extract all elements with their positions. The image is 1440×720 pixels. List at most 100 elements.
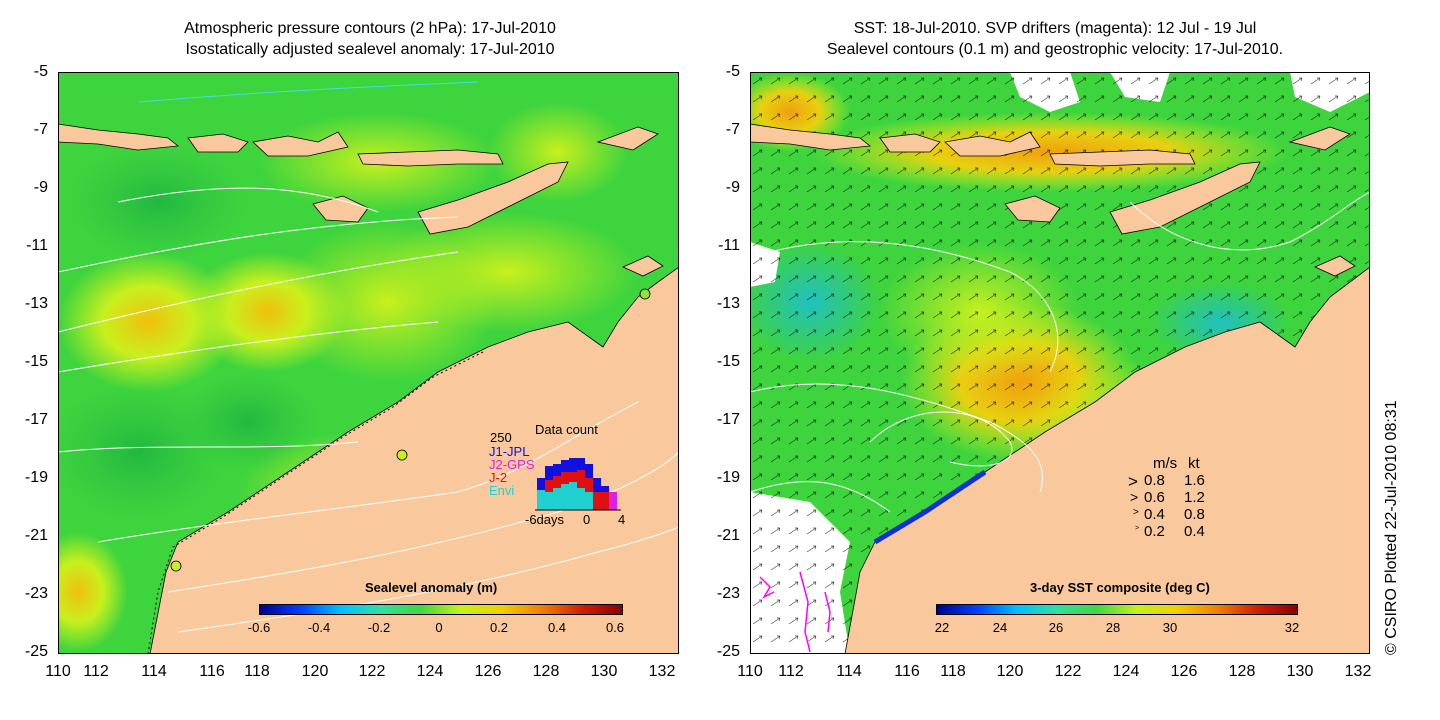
australia-landmass	[149, 266, 679, 654]
inset-x-label: -6days	[525, 512, 565, 527]
y-tick-label: -11	[26, 237, 48, 254]
velocity-kt-value: 0.4	[1184, 523, 1205, 540]
velocity-legend: m/s kt > 0.8 1.6 > 0.6 1.2 > 0.4 0.8 > 0…	[1128, 455, 1238, 545]
x-tick-label: 112	[83, 663, 109, 680]
inset-bar	[593, 492, 601, 510]
colorbar-title: 3-day SST composite (deg C)	[1030, 580, 1210, 595]
java-island	[750, 123, 872, 151]
pressure-contour	[58, 251, 459, 333]
wetar-island	[1288, 126, 1351, 151]
bali-lombok-island	[879, 133, 941, 153]
colorbar-tick: 22	[934, 620, 950, 635]
tanimbar-island	[1314, 255, 1356, 277]
colorbar-tick: 0	[435, 620, 443, 635]
x-tick-label: 130	[1286, 663, 1314, 680]
y-tick-label: -5	[33, 63, 48, 80]
x-tick-label: 128	[532, 663, 560, 680]
flores-island	[1049, 149, 1196, 167]
tanimbar-island	[622, 255, 664, 277]
anomaly-patch	[58, 532, 128, 652]
pressure-contour	[137, 81, 479, 103]
velocity-kt-value: 1.2	[1184, 489, 1205, 506]
x-tick-label: 128	[1228, 663, 1256, 680]
colorbar-tick: 30	[1162, 620, 1178, 635]
pressure-contour	[58, 441, 359, 453]
x-tick-label: 120	[301, 663, 329, 680]
y-tick-label: -23	[24, 585, 48, 602]
inset-bar	[561, 484, 569, 510]
inset-bar	[553, 488, 561, 510]
inset-bar	[545, 492, 553, 510]
inset-bar	[585, 492, 593, 510]
x-tick-label: 110	[737, 663, 763, 680]
x-tick-label: 126	[474, 663, 502, 680]
data-count-inset: Data count 250 J1-JPL J2-GPS J-2 Envi -6…	[489, 422, 625, 527]
velocity-ms-value: 0.8	[1144, 472, 1165, 489]
sealevel-contour	[1129, 191, 1370, 251]
sumba-island	[1004, 195, 1061, 223]
x-tick-label: 120	[996, 663, 1024, 680]
anomaly-patch	[378, 212, 638, 332]
y-tick-label: -5	[725, 63, 740, 80]
inset-series-label: J2-GPS	[489, 457, 535, 472]
x-tick-label: 112	[778, 663, 804, 680]
sealevel-contour	[869, 411, 1013, 467]
y-tick-label: -19	[716, 469, 740, 486]
y-tick-label: -23	[716, 585, 740, 602]
inset-ymax-label: 250	[490, 430, 512, 445]
colorbar-tick: 28	[1105, 620, 1121, 635]
colorbar-title: Sealevel anomaly (m)	[365, 580, 498, 595]
right-title-line2: Sealevel contours (0.1 m) and geostrophi…	[826, 41, 1284, 58]
x-tick-label: 124	[1112, 663, 1140, 680]
bali-lombok-island	[187, 133, 249, 153]
inset-bar	[577, 488, 585, 510]
colorbar-gradient	[936, 604, 1298, 615]
velocity-kt-value: 0.8	[1184, 506, 1205, 523]
y-tick-label: -25	[24, 643, 48, 660]
tide-gauge-marker	[396, 449, 408, 461]
colorbar-tick: -0.6	[247, 620, 271, 635]
x-tick-label: 122	[1054, 663, 1082, 680]
x-tick-label: 126	[1170, 663, 1198, 680]
inset-series-label: J1-JPL	[489, 444, 529, 459]
y-tick-label: -19	[24, 469, 48, 486]
inset-bar	[609, 492, 617, 510]
colorbar-tick: 0.6	[605, 620, 625, 635]
left-map-panel	[58, 72, 679, 654]
y-tick-label: -17	[24, 411, 48, 428]
colorbar-tick: -0.4	[307, 620, 331, 635]
x-tick-label: 110	[45, 663, 71, 680]
colorbar-tick: 24	[992, 620, 1008, 635]
y-tick-label: -15	[716, 353, 740, 370]
x-tick-label: 132	[648, 663, 676, 680]
drifter-track	[824, 591, 831, 633]
x-tick-label: 116	[894, 663, 920, 680]
x-tick-label: 124	[416, 663, 444, 680]
pressure-contour	[177, 526, 679, 633]
right-title-line1: SST: 18-Jul-2010. SVP drifters (magenta)…	[853, 20, 1257, 37]
inset-title: Data count	[535, 422, 598, 437]
colorbar-tick: -0.2	[367, 620, 391, 635]
pressure-contour	[58, 216, 459, 273]
y-tick-label: -21	[24, 527, 48, 544]
x-tick-label: 122	[358, 663, 386, 680]
sealevel-contour	[750, 481, 891, 513]
sumba-island	[312, 195, 369, 223]
velocity-kt-value: 1.6	[1184, 472, 1205, 489]
x-tick-label: 118	[940, 663, 966, 680]
y-tick-label: -9	[725, 179, 740, 196]
sealevel-contour	[769, 241, 1059, 373]
y-tick-label: -13	[716, 295, 740, 312]
y-tick-label: -9	[33, 179, 48, 196]
colorbar-tick: 26	[1048, 620, 1064, 635]
y-tick-label: -21	[716, 527, 740, 544]
x-tick-label: 118	[244, 663, 270, 680]
velocity-ms-value: 0.2	[1144, 523, 1165, 540]
sumbawa-island	[252, 131, 349, 157]
velocity-ms-value: 0.4	[1144, 506, 1165, 523]
x-tick-label: 116	[199, 663, 225, 680]
pressure-contour	[58, 321, 439, 373]
velocity-header-ms: m/s	[1153, 455, 1178, 472]
anomaly-patch	[58, 252, 238, 392]
y-tick-label: -25	[716, 643, 740, 660]
